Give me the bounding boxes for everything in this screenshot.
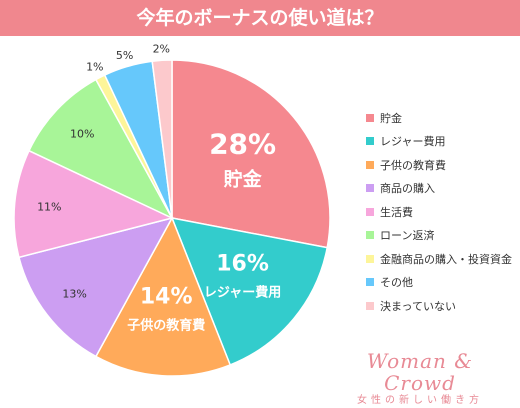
legend-label: 生活費 — [380, 205, 413, 219]
slice-value-label-0: 28% — [209, 128, 276, 161]
slice-value-label-8: 2% — [153, 42, 170, 55]
legend-item-8: 決まっていない — [366, 294, 516, 318]
chart-title: 今年のボーナスの使い道は？ — [136, 7, 384, 29]
legend-swatch — [366, 137, 374, 146]
pie-slice-4 — [13, 149, 175, 259]
pie-slice-5 — [28, 78, 174, 220]
legend-label: 金融商品の購入・投資資金 — [380, 252, 512, 266]
slice-value-label-3: 13% — [62, 288, 86, 301]
legend-item-7: その他 — [366, 271, 516, 295]
pie-slice-1 — [170, 217, 329, 366]
legend-item-1: レジャー費用 — [366, 130, 516, 154]
pie-slice-0 — [171, 59, 331, 249]
slice-value-label-5: 10% — [70, 128, 94, 141]
legend-label: その他 — [380, 276, 413, 290]
brand-tagline: 女性の新しい働き方 — [357, 395, 483, 406]
legend-label: 子供の教育費 — [380, 158, 446, 172]
legend-swatch — [366, 231, 374, 240]
pie-slice-3 — [18, 216, 174, 358]
legend-item-3: 商品の購入 — [366, 177, 516, 201]
legend-swatch — [366, 301, 374, 310]
legend-item-5: ローン返済 — [366, 224, 516, 248]
legend-swatch — [366, 278, 374, 287]
legend-swatch — [366, 254, 374, 263]
slice-value-label-6: 1% — [86, 61, 103, 74]
slice-value-label-1: 16% — [216, 251, 269, 276]
slice-category-label-0: 貯金 — [224, 168, 263, 191]
slice-value-label-4: 11% — [37, 200, 61, 213]
slice-value-label-7: 5% — [116, 49, 133, 62]
brand-name: Woman & Crowd — [366, 349, 474, 395]
legend-item-2: 子供の教育費 — [366, 153, 516, 177]
legend-item-4: 生活費 — [366, 200, 516, 224]
pie-chart: 28% 貯金 16% レジャー費用 14% 子供の教育費 13% 11% 10% 1% 5% 2% — [13, 42, 331, 377]
legend-label: レジャー費用 — [380, 135, 446, 149]
slice-category-label-2: 子供の教育費 — [127, 318, 205, 334]
brand-logo: Woman & Crowd 女性の新しい働き方 — [340, 350, 500, 408]
legend-label: 商品の購入 — [380, 182, 435, 196]
title-bar — [0, 0, 520, 36]
legend-label: 決まっていない — [380, 299, 457, 313]
legend-label: ローン返済 — [380, 229, 435, 243]
legend-swatch — [366, 184, 374, 193]
pie-slice-8 — [151, 59, 173, 219]
legend: 貯金レジャー費用 子供の教育費 商品の購入生活費ローン返済金融商品の購入・投資資金そ… — [366, 106, 516, 318]
legend-item-0: 貯金 — [366, 106, 516, 130]
legend-swatch — [366, 207, 374, 216]
slice-category-label-1: レジャー費用 — [204, 284, 281, 300]
legend-label: 貯金 — [380, 111, 402, 125]
pie-slice-2 — [94, 216, 232, 377]
slice-value-label-2: 14% — [140, 285, 193, 310]
legend-item-6: 金融商品の購入・投資資金 — [366, 247, 516, 271]
legend-swatch — [366, 160, 374, 169]
legend-swatch — [366, 113, 374, 122]
